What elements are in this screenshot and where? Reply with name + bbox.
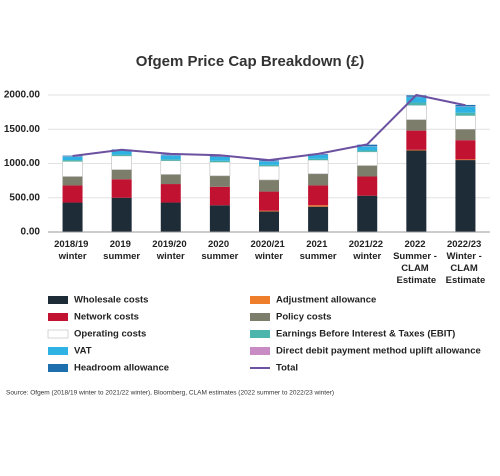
legend-swatch bbox=[250, 296, 270, 304]
bar-segment bbox=[209, 156, 230, 161]
bar-segment bbox=[455, 112, 476, 116]
legend-label: Earnings Before Interest & Taxes (EBIT) bbox=[276, 329, 455, 340]
chart-title: Ofgem Price Cap Breakdown (£) bbox=[136, 53, 364, 70]
bar-segment bbox=[259, 179, 279, 192]
bar-segment bbox=[406, 130, 427, 150]
bar-segment bbox=[209, 205, 230, 232]
bar-segment bbox=[406, 149, 427, 151]
bar-segment bbox=[406, 97, 427, 103]
bar-segment bbox=[308, 173, 329, 186]
x-tick-label: 2019 summer bbox=[103, 239, 140, 262]
bar-segment bbox=[308, 158, 329, 161]
legend-swatch bbox=[48, 296, 68, 304]
bar-segment bbox=[455, 140, 476, 160]
bar-segment bbox=[455, 115, 476, 130]
bar-segment bbox=[259, 191, 279, 211]
x-tick-label: 2021/22 winter bbox=[349, 239, 386, 262]
bar-segment bbox=[62, 156, 83, 161]
legend-swatch bbox=[47, 329, 69, 339]
x-tick-label: 2021 summer bbox=[300, 239, 337, 262]
bar-segment bbox=[62, 161, 83, 177]
legend-label: Network costs bbox=[74, 312, 139, 323]
bar-segment bbox=[455, 106, 476, 113]
y-tick-label: 2000.00 bbox=[4, 90, 41, 101]
bar-segment bbox=[308, 205, 329, 207]
bar-segment bbox=[455, 104, 476, 107]
bar-segment bbox=[406, 102, 427, 106]
bar-segment bbox=[357, 150, 378, 152]
legend-label: Headroom allowance bbox=[74, 363, 169, 374]
legend-label: VAT bbox=[74, 346, 92, 357]
x-tick-label: 2020 summer bbox=[201, 239, 238, 262]
bar-segment bbox=[111, 179, 132, 198]
bar-segment bbox=[258, 165, 280, 181]
bar-segment bbox=[209, 186, 230, 206]
bar-segment bbox=[406, 104, 427, 120]
bar-segment bbox=[111, 154, 132, 156]
bar-segment bbox=[356, 151, 378, 166]
source-note: Source: Ofgem (2018/19 winter to 2021/22… bbox=[6, 390, 334, 397]
bar-segment bbox=[209, 161, 231, 177]
legend-label: Wholesale costs bbox=[74, 295, 148, 306]
bar-segment bbox=[357, 165, 378, 177]
y-tick-label: 0.00 bbox=[21, 227, 41, 238]
legend-swatch bbox=[48, 313, 68, 321]
bar-segment bbox=[111, 150, 132, 155]
y-tick-label: 1000.00 bbox=[4, 158, 41, 169]
y-tick-label: 1500.00 bbox=[4, 124, 41, 135]
x-tick-label: 2022/23 Winter - CLAM Estimate bbox=[446, 239, 486, 286]
bar-segment bbox=[160, 159, 181, 161]
bar-segment bbox=[209, 155, 230, 157]
bar-segment bbox=[455, 159, 476, 161]
bar-segment bbox=[160, 160, 182, 175]
bar-segment bbox=[209, 175, 230, 187]
bar-segment bbox=[406, 119, 427, 131]
bar-segment bbox=[160, 154, 181, 156]
bar-segment bbox=[111, 155, 132, 170]
bar-segment bbox=[111, 169, 132, 180]
x-tick-label: 2020/21 winter bbox=[251, 239, 288, 262]
legend-label: Adjustment allowance bbox=[276, 295, 376, 306]
bar-segment bbox=[160, 202, 181, 232]
bar-segment bbox=[406, 150, 427, 232]
bar-segment bbox=[62, 176, 83, 186]
bar-segment bbox=[62, 202, 83, 232]
y-tick-label: 500.00 bbox=[9, 192, 40, 203]
bar-segment bbox=[259, 161, 279, 165]
legend-label: Operating costs bbox=[74, 329, 146, 340]
legend-label: Total bbox=[276, 363, 298, 374]
legend-swatch bbox=[250, 347, 270, 355]
bar-segment bbox=[357, 144, 378, 147]
bar-segment bbox=[160, 184, 181, 203]
x-tick-label: 2018/19 winter bbox=[54, 239, 91, 262]
x-tick-label: 2019/20 winter bbox=[152, 239, 189, 262]
bar-segment bbox=[259, 211, 279, 232]
bar-segment bbox=[111, 197, 132, 232]
bar-segment bbox=[357, 195, 378, 232]
legend-swatch bbox=[250, 313, 270, 321]
bar-segment bbox=[307, 159, 329, 175]
bar-segment bbox=[259, 164, 279, 167]
total-line bbox=[72, 93, 466, 162]
legend-label: Policy costs bbox=[276, 312, 331, 323]
bar-segment bbox=[308, 185, 329, 206]
bar-segment bbox=[259, 210, 279, 212]
bar-segment bbox=[308, 154, 329, 159]
bar-segment bbox=[160, 155, 181, 160]
bar-segment bbox=[357, 146, 378, 151]
bar-segment bbox=[62, 160, 83, 162]
legend-label: Direct debit payment method uplift allow… bbox=[276, 346, 481, 357]
bar-segment bbox=[455, 129, 476, 141]
bar-segment bbox=[308, 206, 329, 232]
bar-segment bbox=[209, 160, 230, 163]
bar-segment bbox=[160, 174, 181, 185]
legend-swatch bbox=[48, 364, 68, 372]
bar-segment bbox=[455, 160, 476, 232]
bar-segment bbox=[62, 185, 83, 203]
bar-segment bbox=[357, 176, 378, 196]
legend-swatch bbox=[48, 347, 68, 355]
x-tick-label: 2022 Summer - CLAM Estimate bbox=[393, 239, 439, 286]
legend-swatch bbox=[250, 330, 270, 338]
